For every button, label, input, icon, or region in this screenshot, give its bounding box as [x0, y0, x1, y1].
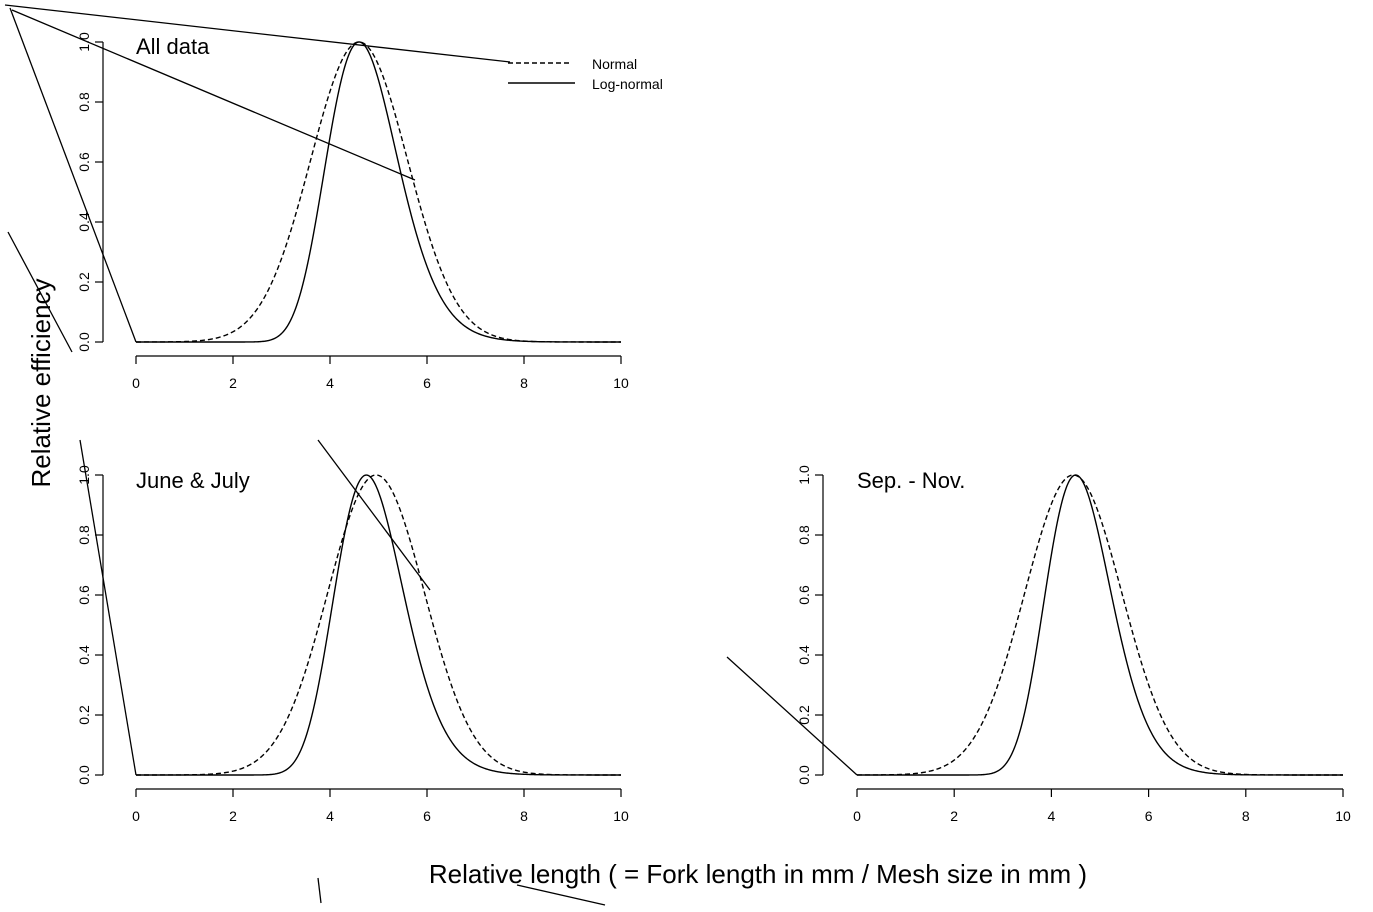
- x-tick-label: 6: [423, 375, 431, 391]
- x-tick-label: 2: [950, 808, 958, 824]
- x-tick-label: 6: [423, 808, 431, 824]
- y-tick-label: 0.8: [796, 525, 812, 545]
- x-tick-label: 4: [326, 375, 334, 391]
- panel-title: June & July: [136, 468, 250, 493]
- annotation-strokes: [4, 4, 858, 906]
- series-log-normal-line: [857, 474, 1343, 776]
- y-tick-label: 0.2: [796, 705, 812, 725]
- y-tick-label: 0.2: [76, 272, 92, 292]
- annotation-stroke-5: [79, 439, 137, 776]
- y-tick-label: 0.8: [76, 92, 92, 112]
- y-tick-label: 0.0: [76, 765, 92, 785]
- series-normal-line: [136, 41, 621, 343]
- x-tick-label: 6: [1145, 808, 1153, 824]
- panel-sep-nov: 0 2 4 6 8 10 0.0 0.2 0.4 0.6 0.8 1.0 Sep. - Nov.: [796, 465, 1351, 824]
- annotation-stroke-6: [317, 439, 431, 591]
- y-tick-label: 0.4: [76, 645, 92, 665]
- annotation-stroke-7: [726, 656, 858, 776]
- series-normal-line: [136, 474, 621, 776]
- panel-title: All data: [136, 34, 210, 59]
- x-tick-label: 4: [1048, 808, 1056, 824]
- legend: Normal Log-normal: [508, 56, 663, 92]
- x-tick-label: 8: [520, 375, 528, 391]
- y-tick-label: 0.2: [76, 705, 92, 725]
- y-tick-label: 0.4: [796, 645, 812, 665]
- y-tick-label: 0.6: [76, 585, 92, 605]
- x-tick-label: 10: [1335, 808, 1351, 824]
- y-tick-label: 1.0: [76, 32, 92, 52]
- y-tick-label: 0.0: [76, 332, 92, 352]
- y-tick-label: 1.0: [796, 465, 812, 485]
- y-axis-title: Relative efficiency: [26, 278, 56, 487]
- legend-label-log-normal: Log-normal: [592, 76, 663, 92]
- series-log-normal-line: [136, 474, 621, 776]
- x-tick-label: 10: [613, 375, 629, 391]
- y-tick-label: 0.6: [76, 152, 92, 172]
- x-tick-label: 8: [520, 808, 528, 824]
- y-tick-label: 0.8: [76, 525, 92, 545]
- x-tick-label: 2: [229, 375, 237, 391]
- y-tick-label: 1.0: [76, 465, 92, 485]
- legend-label-normal: Normal: [592, 56, 637, 72]
- panel-title: Sep. - Nov.: [857, 468, 965, 493]
- y-tick-label: 0.4: [76, 212, 92, 232]
- x-tick-label: 8: [1242, 808, 1250, 824]
- x-tick-label: 10: [613, 808, 629, 824]
- annotation-stroke-8: [317, 877, 322, 904]
- annotation-stroke-1: [4, 4, 511, 63]
- annotation-stroke-2: [9, 7, 137, 343]
- y-tick-label: 0.6: [796, 585, 812, 605]
- x-tick-label: 2: [229, 808, 237, 824]
- annotation-stroke-9: [516, 884, 606, 906]
- panel-all-data: 0 2 4 6 8 10 0.0 0.2 0.4 0.6 0.8 1.0 All data: [76, 32, 629, 391]
- series-normal-line: [857, 474, 1343, 776]
- x-axis-title: Relative length ( = Fork length in mm / …: [429, 859, 1087, 889]
- series-log-normal-line: [136, 41, 621, 343]
- x-tick-label: 0: [132, 375, 140, 391]
- x-tick-label: 0: [853, 808, 861, 824]
- panel-june-july: 0 2 4 6 8 10 0.0 0.2 0.4 0.6 0.8 1.0 June & July: [76, 465, 629, 824]
- annotation-stroke-4: [7, 231, 73, 353]
- x-tick-label: 0: [132, 808, 140, 824]
- x-tick-label: 4: [326, 808, 334, 824]
- annotation-stroke-3: [11, 9, 416, 181]
- y-tick-label: 0.0: [796, 765, 812, 785]
